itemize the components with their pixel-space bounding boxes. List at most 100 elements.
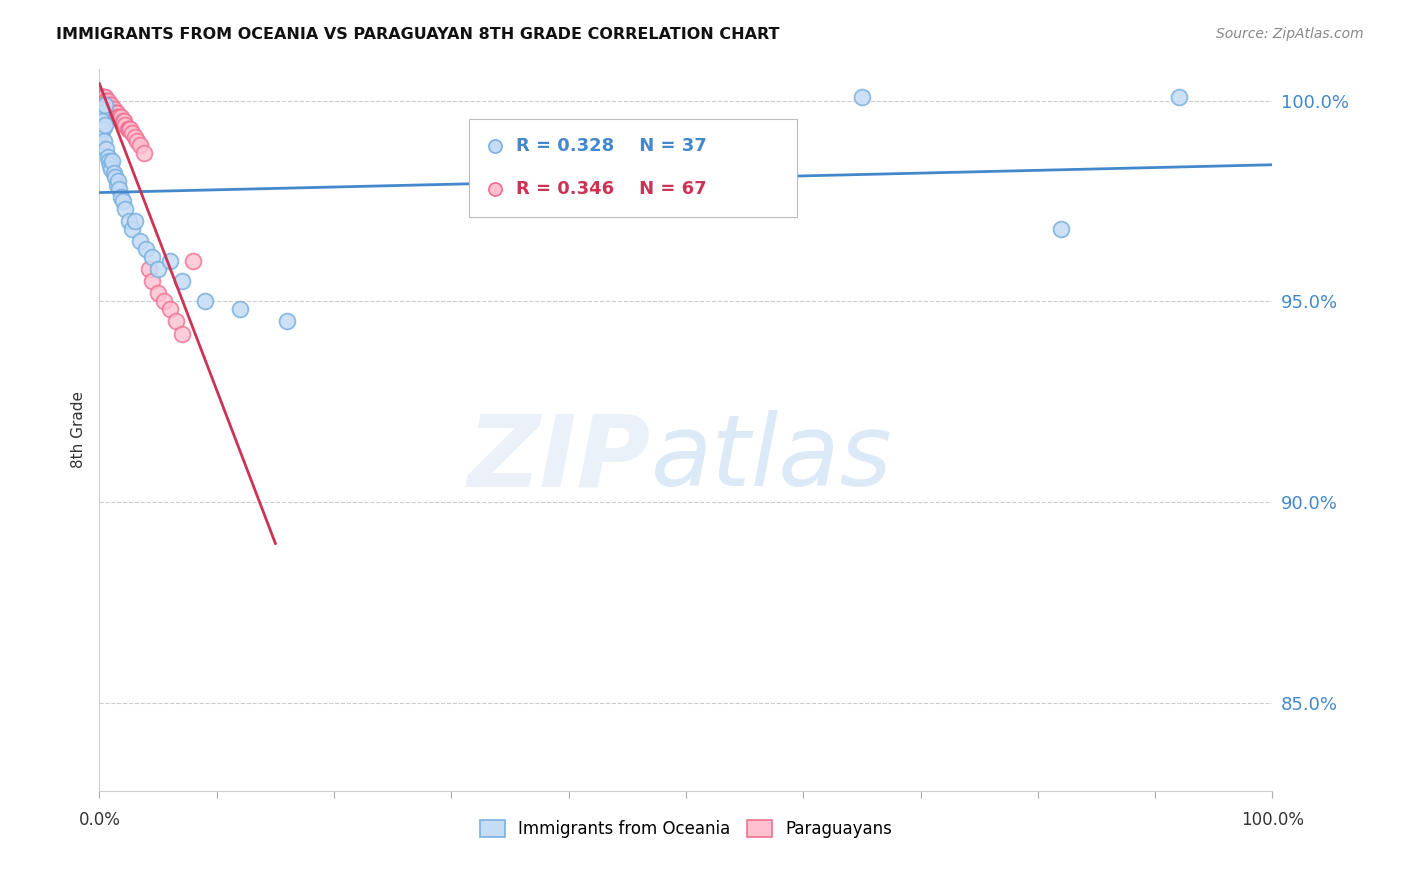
Point	[124, 214, 146, 228]
Point	[141, 274, 163, 288]
Point	[89, 89, 111, 103]
Point	[96, 102, 118, 116]
Point	[105, 178, 128, 192]
Point	[141, 250, 163, 264]
Point	[90, 89, 112, 103]
Point	[91, 94, 114, 108]
Point	[138, 262, 160, 277]
Point	[276, 314, 298, 328]
Y-axis label: 8th Grade: 8th Grade	[72, 392, 86, 468]
Point	[851, 89, 873, 103]
Point	[484, 526, 506, 541]
Point	[94, 97, 117, 112]
Point	[97, 150, 120, 164]
Point	[94, 97, 117, 112]
Point	[111, 194, 134, 208]
Point	[159, 254, 181, 268]
FancyBboxPatch shape	[470, 120, 797, 217]
Point	[194, 294, 217, 309]
Text: 100.0%: 100.0%	[1241, 812, 1303, 830]
Point	[91, 102, 114, 116]
Point	[104, 105, 127, 120]
Point	[97, 102, 120, 116]
Point	[132, 145, 155, 160]
Point	[91, 97, 114, 112]
Point	[153, 294, 176, 309]
Point	[93, 134, 115, 148]
Point	[110, 190, 132, 204]
Point	[90, 97, 112, 112]
Point	[104, 169, 127, 184]
Point	[103, 166, 125, 180]
Point	[170, 274, 193, 288]
Point	[91, 89, 114, 103]
Point	[90, 89, 112, 103]
Point	[90, 102, 112, 116]
Point	[1050, 222, 1073, 236]
Point	[98, 97, 121, 112]
Point	[107, 174, 129, 188]
Point	[91, 121, 114, 136]
Point	[96, 97, 118, 112]
Text: 0.0%: 0.0%	[79, 812, 121, 830]
Point	[89, 89, 111, 103]
Point	[90, 97, 112, 112]
Point	[229, 302, 252, 317]
Point	[125, 134, 148, 148]
Point	[100, 102, 122, 116]
Point	[118, 214, 141, 228]
Point	[110, 110, 132, 124]
Point	[94, 89, 117, 103]
Point	[108, 182, 131, 196]
Point	[97, 97, 120, 112]
Point	[103, 102, 125, 116]
Point	[107, 110, 129, 124]
Point	[105, 110, 128, 124]
Point	[90, 94, 112, 108]
Point	[170, 326, 193, 341]
Point	[104, 105, 127, 120]
Point	[484, 764, 506, 779]
Point	[121, 222, 143, 236]
Point	[135, 242, 157, 256]
Point	[118, 121, 141, 136]
Text: R = 0.346    N = 67: R = 0.346 N = 67	[516, 180, 706, 198]
Point	[112, 113, 135, 128]
Point	[94, 118, 117, 132]
Point	[90, 105, 112, 120]
Point	[93, 94, 115, 108]
Point	[90, 113, 112, 128]
Point	[114, 118, 136, 132]
Point	[101, 102, 124, 116]
Point	[97, 153, 120, 168]
Point	[118, 121, 141, 136]
Point	[90, 102, 112, 116]
Point	[111, 113, 134, 128]
Point	[90, 126, 112, 140]
Point	[129, 234, 152, 248]
Point	[93, 97, 115, 112]
Point	[114, 202, 136, 216]
Point	[96, 94, 118, 108]
Point	[98, 158, 121, 172]
Point	[1167, 89, 1189, 103]
Text: R = 0.328    N = 37: R = 0.328 N = 37	[516, 137, 707, 155]
Point	[101, 153, 124, 168]
Point	[90, 102, 112, 116]
Point	[94, 94, 117, 108]
Point	[146, 286, 169, 301]
Text: Source: ZipAtlas.com: Source: ZipAtlas.com	[1216, 27, 1364, 41]
Point	[97, 102, 120, 116]
Legend: Immigrants from Oceania, Paraguayans: Immigrants from Oceania, Paraguayans	[472, 813, 898, 845]
Point	[129, 137, 152, 152]
Point	[146, 262, 169, 277]
Point	[97, 97, 120, 112]
Point	[90, 97, 112, 112]
Point	[121, 126, 143, 140]
Point	[103, 105, 125, 120]
Point	[93, 89, 115, 103]
Point	[98, 102, 121, 116]
Text: ZIP: ZIP	[468, 410, 651, 508]
Point	[105, 105, 128, 120]
Point	[93, 102, 115, 116]
